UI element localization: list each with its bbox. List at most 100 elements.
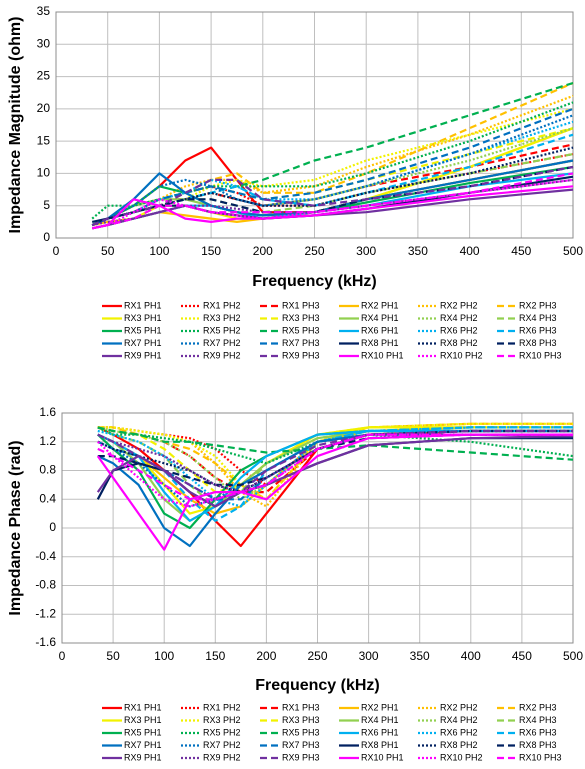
x-tick-label: 50 xyxy=(101,244,115,258)
legend-label: RX1 PH3 xyxy=(282,300,320,310)
legend-label: RX5 PH3 xyxy=(282,727,320,737)
plot-border xyxy=(61,412,574,644)
legend-label: RX5 PH3 xyxy=(282,325,320,335)
y-tick-label: -1.2 xyxy=(35,606,56,620)
legend-label: RX8 PH3 xyxy=(519,740,557,750)
legend-label: RX6 PH2 xyxy=(440,325,478,335)
x-axis-title: Frequency (kHz) xyxy=(255,677,379,694)
x-tick-label: 250 xyxy=(304,244,324,258)
x-tick-label: 0 xyxy=(53,244,60,258)
legend-label: RX1 PH2 xyxy=(203,300,241,310)
x-tick-label: 250 xyxy=(307,649,327,663)
y-tick-label: 0 xyxy=(49,520,56,534)
x-tick-label: 0 xyxy=(59,649,66,663)
x-tick-label: 100 xyxy=(154,649,174,663)
legend-label: RX6 PH3 xyxy=(519,325,557,335)
y-tick-label: -1.6 xyxy=(35,635,56,649)
legend-label: RX5 PH2 xyxy=(203,727,241,737)
legend-label: RX1 PH1 xyxy=(124,300,162,310)
y-tick-label: 1.6 xyxy=(39,405,56,419)
y-tick-label: 15 xyxy=(37,133,51,147)
x-tick-label: 50 xyxy=(106,649,120,663)
y-tick-label: -0.8 xyxy=(35,578,56,592)
legend-label: RX4 PH1 xyxy=(361,313,399,323)
y-tick-label: 1.2 xyxy=(39,434,56,448)
x-tick-label: 150 xyxy=(205,649,225,663)
legend-label: RX3 PH1 xyxy=(124,313,162,323)
x-tick-label: 100 xyxy=(149,244,169,258)
legend-label: RX4 PH3 xyxy=(519,715,557,725)
legend-label: RX9 PH2 xyxy=(203,752,241,762)
legend-label: RX3 PH2 xyxy=(203,313,241,323)
data-line xyxy=(97,426,574,465)
data-line xyxy=(97,433,573,508)
legend-label: RX4 PH3 xyxy=(519,313,557,323)
legend-label: RX7 PH2 xyxy=(203,338,241,348)
legend-label: RX2 PH2 xyxy=(440,702,478,712)
legend-label: RX6 PH1 xyxy=(361,325,399,335)
legend-label: RX4 PH2 xyxy=(440,313,478,323)
legend-label: RX7 PH1 xyxy=(124,740,162,750)
legend-label: RX10 PH2 xyxy=(440,752,483,762)
legend-label: RX1 PH3 xyxy=(282,702,320,712)
legend-label: RX2 PH3 xyxy=(519,300,557,310)
data-line xyxy=(97,426,573,508)
legend-label: RX1 PH1 xyxy=(124,702,162,712)
data-line xyxy=(91,172,574,230)
x-tick-label: 400 xyxy=(461,649,481,663)
y-tick-label: 0.4 xyxy=(39,491,56,505)
legend-label: RX8 PH2 xyxy=(440,740,478,750)
x-tick-label: 500 xyxy=(563,244,583,258)
data-line xyxy=(91,146,574,227)
legend-label: RX6 PH3 xyxy=(519,727,557,737)
plot-border xyxy=(55,11,574,239)
legend-label: RX2 PH1 xyxy=(361,300,399,310)
data-line xyxy=(91,94,574,227)
legend-label: RX2 PH3 xyxy=(519,702,557,712)
legend-label: RX9 PH1 xyxy=(124,752,162,762)
y-tick-label: 0.8 xyxy=(39,463,56,477)
legend-label: RX7 PH2 xyxy=(203,740,241,750)
legend-label: RX3 PH3 xyxy=(282,313,320,323)
y-tick-label: 10 xyxy=(37,166,51,180)
data-line xyxy=(97,426,574,461)
y-tick-label: 25 xyxy=(37,69,51,83)
legend-label: RX7 PH3 xyxy=(282,338,320,348)
data-line xyxy=(91,185,574,230)
legend-label: RX10 PH3 xyxy=(519,350,562,360)
x-tick-label: 500 xyxy=(563,649,583,663)
y-tick-label: 30 xyxy=(37,36,51,50)
y-tick-label: 20 xyxy=(37,101,51,115)
legend-label: RX6 PH2 xyxy=(440,727,478,737)
legend-label: RX9 PH1 xyxy=(124,350,162,360)
legend-label: RX8 PH2 xyxy=(440,338,478,348)
data-line xyxy=(91,178,574,230)
y-tick-label: 5 xyxy=(43,198,50,212)
y-tick-label: 0 xyxy=(43,230,50,244)
data-line xyxy=(91,101,574,220)
x-tick-label: 350 xyxy=(410,649,430,663)
x-tick-label: 450 xyxy=(512,649,532,663)
data-line xyxy=(96,434,574,508)
legend-label: RX10 PH2 xyxy=(440,350,483,360)
legend-label: RX9 PH3 xyxy=(282,350,320,360)
legend-label: RX7 PH3 xyxy=(282,740,320,750)
y-tick-label: -0.4 xyxy=(35,549,56,563)
y-axis-title: Impedance Phase (rad) xyxy=(7,440,24,615)
x-tick-label: 350 xyxy=(408,244,428,258)
legend-label: RX3 PH1 xyxy=(124,715,162,725)
x-axis-title: Frequency (kHz) xyxy=(252,273,376,290)
legend-label: RX8 PH1 xyxy=(361,740,399,750)
legend-label: RX5 PH2 xyxy=(203,325,241,335)
data-line xyxy=(91,120,574,227)
legend-label: RX2 PH2 xyxy=(440,300,478,310)
x-tick-label: 200 xyxy=(256,649,276,663)
legend-label: RX3 PH3 xyxy=(282,715,320,725)
y-tick-label: 35 xyxy=(37,4,51,18)
x-tick-label: 300 xyxy=(356,244,376,258)
legend-label: RX4 PH1 xyxy=(361,715,399,725)
legend-label: RX2 PH1 xyxy=(361,702,399,712)
data-line xyxy=(96,433,573,551)
legend-label: RX10 PH3 xyxy=(519,752,562,762)
legend-label: RX9 PH3 xyxy=(282,752,320,762)
